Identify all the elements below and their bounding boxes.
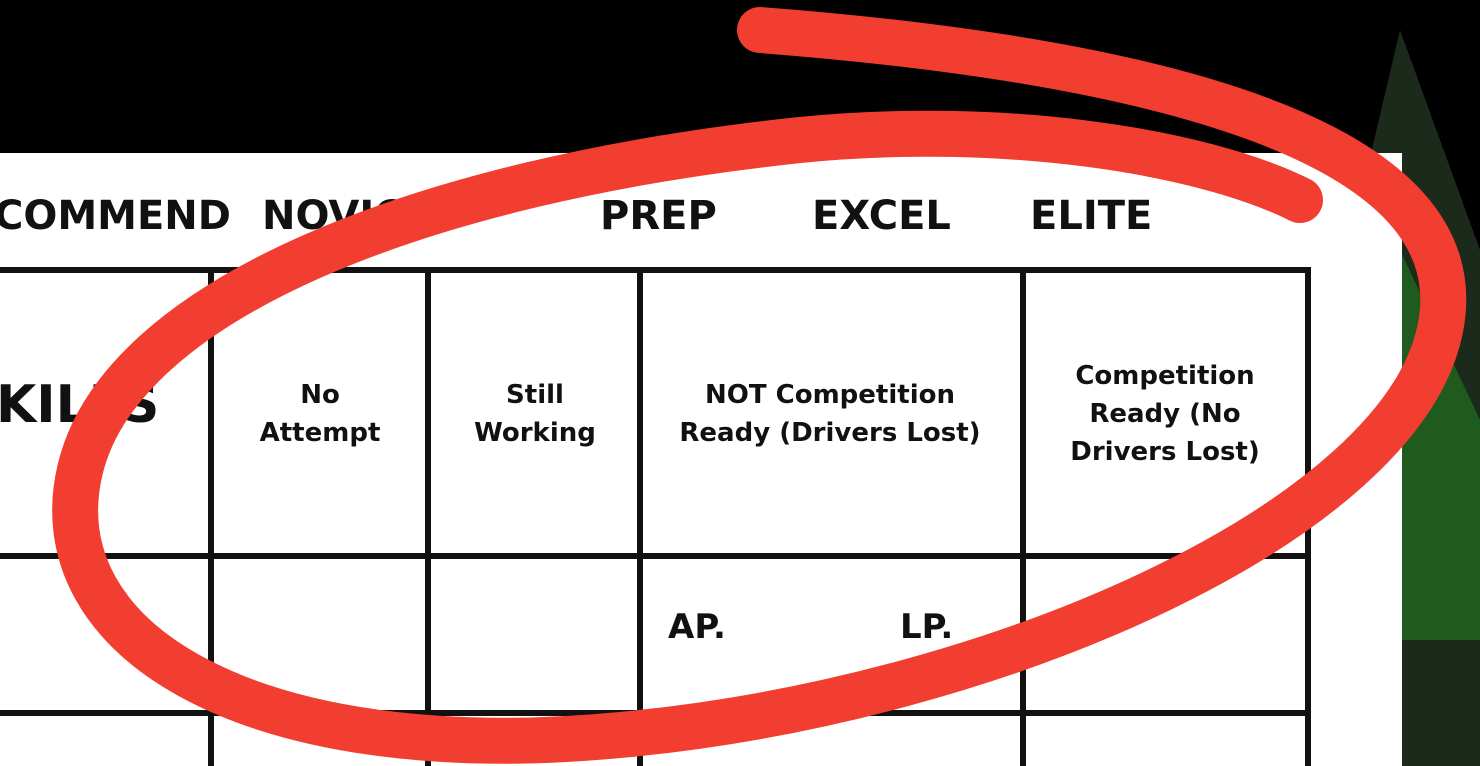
level-label: COMMEND <box>0 193 231 239</box>
level-label: NOVICE <box>262 193 431 239</box>
column-header: Competition Ready (No Drivers Lost) <box>1070 361 1260 467</box>
cell-text: LP. <box>900 607 954 647</box>
level-label: PREP <box>600 193 717 239</box>
cell-text: AP. <box>668 607 726 647</box>
column-header: No Attempt <box>259 380 381 448</box>
skills-header: KILLS <box>0 375 160 435</box>
column-header: NOT Competition Ready (Drivers Lost) <box>679 380 981 448</box>
level-label: ELITE <box>1030 193 1153 239</box>
level-label: EXCEL <box>812 193 951 239</box>
column-header: Still Working <box>474 380 596 448</box>
